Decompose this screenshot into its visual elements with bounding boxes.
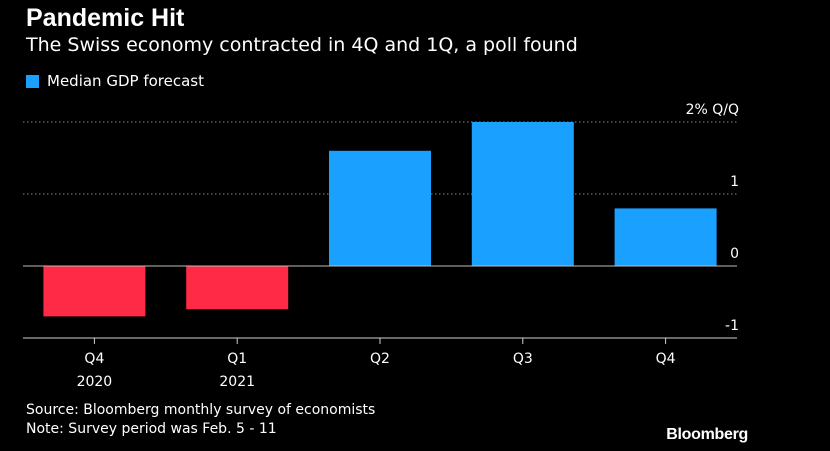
x-tick-year-label: 2020 xyxy=(77,374,113,390)
chart-title: Pandemic Hit xyxy=(26,4,185,32)
bar-0 xyxy=(43,266,146,317)
bar-1 xyxy=(186,266,289,310)
bar-layer xyxy=(43,122,717,317)
bar-3 xyxy=(471,122,574,266)
bar-4 xyxy=(614,208,717,266)
y-tick-label: 0 xyxy=(730,246,739,262)
y-tick-label: 2% Q/Q xyxy=(686,102,739,118)
x-tick-label: Q2 xyxy=(370,351,390,367)
x-tick-label: Q3 xyxy=(513,351,533,367)
x-tick-label: Q4 xyxy=(656,351,676,367)
legend-label: Median GDP forecast xyxy=(47,72,204,90)
legend-swatch xyxy=(26,74,39,88)
x-tick-year-label: 2021 xyxy=(219,374,255,390)
source-note: Source: Bloomberg monthly survey of econ… xyxy=(26,402,376,418)
x-tick-label: Q1 xyxy=(227,351,247,367)
y-tick-label: 1 xyxy=(730,174,739,190)
axis-layer: 2% Q/Q 1 0 -1 Q4 2020 Q1 2021 Q2 Q3 Q4 xyxy=(23,102,739,390)
chart-subtitle: The Swiss economy contracted in 4Q and 1… xyxy=(26,34,578,56)
bar-2 xyxy=(329,150,431,266)
bloomberg-logo: Bloomberg xyxy=(666,426,748,443)
survey-note: Note: Survey period was Feb. 5 - 11 xyxy=(26,421,277,437)
x-tick-label: Q4 xyxy=(84,351,104,367)
legend: Median GDP forecast xyxy=(26,72,204,90)
y-tick-label: -1 xyxy=(725,318,739,334)
